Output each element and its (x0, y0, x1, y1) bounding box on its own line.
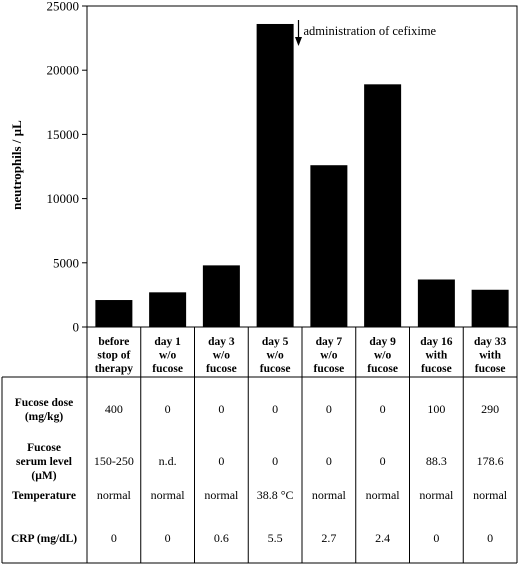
y-tick-label: 10000 (47, 191, 80, 206)
category-label: day 1 w/o fucose (152, 336, 183, 375)
table-cell: 100 (427, 402, 445, 416)
bar (310, 165, 348, 327)
row-header: Temperature (12, 490, 76, 502)
table-cell: 38.8 °C (257, 488, 294, 502)
annotation-arrow-head (295, 37, 302, 46)
row-header: Fucose dose (mg/kg) (15, 397, 73, 423)
table-cell: 0 (165, 531, 171, 545)
table-cell: 0 (111, 531, 117, 545)
table-cell: 0 (218, 402, 224, 416)
table-cell: 400 (105, 402, 123, 416)
row-header: CRP (mg/dL) (11, 533, 77, 545)
y-axis: 0 5000 10000 15000 20000 25000 (47, 0, 87, 335)
table-cell: normal (312, 488, 347, 502)
y-tick-label: 20000 (47, 63, 80, 78)
bar (364, 84, 402, 327)
row-header: Fucose serum level (µM) (16, 442, 72, 482)
bar (149, 292, 187, 327)
bar (202, 265, 240, 327)
y-axis-label: neutrophils / µL (9, 120, 24, 210)
table-cell: 2.7 (321, 531, 336, 545)
table-cell: 88.3 (426, 454, 447, 468)
table-cell: normal (366, 488, 401, 502)
bar (471, 289, 509, 327)
y-tick-label: 15000 (47, 127, 80, 142)
annotation-text: administration of cefixime (304, 24, 437, 38)
table-cell: 0 (326, 402, 332, 416)
table-cell: normal (97, 488, 132, 502)
table-cell: 5.5 (268, 531, 283, 545)
table-cell: 0 (326, 454, 332, 468)
table-cell: 0 (380, 454, 386, 468)
table-cell: normal (151, 488, 186, 502)
category-label: day 7 w/o fucose (314, 336, 345, 375)
bar (95, 300, 133, 327)
table-cell: 0.6 (214, 531, 229, 545)
bar (417, 279, 455, 327)
table-cell: 2.4 (375, 531, 390, 545)
data-table: Fucose dose (mg/kg) 400 0 0 0 0 0 100 290 Fucose se… (1, 327, 518, 564)
category-label: day 5 w/o fucose (260, 336, 291, 375)
y-tick-label: 5000 (53, 255, 79, 270)
table-cell: 0 (487, 531, 493, 545)
plot-border (86, 5, 518, 328)
y-tick-label: 25000 (47, 0, 80, 14)
table-cell: normal (204, 488, 239, 502)
table-cell: 0 (380, 402, 386, 416)
table-cell: 290 (481, 402, 499, 416)
table-cell: 0 (272, 454, 278, 468)
category-label: day 3 w/o fucose (206, 336, 237, 375)
table-cell: 0 (165, 402, 171, 416)
category-label: day 16 with fucose (420, 336, 453, 375)
plot-frame (86, 5, 518, 328)
table-cell: n.d. (159, 454, 177, 468)
y-tick-label: 0 (73, 320, 80, 335)
category-label: day 33 with fucose (474, 336, 507, 375)
annotation: administration of cefixime (295, 20, 437, 46)
table-cell: normal (419, 488, 454, 502)
bars (95, 23, 509, 327)
bar (256, 23, 294, 327)
table-cell: normal (473, 488, 508, 502)
category-label: day 9 w/o fucose (367, 336, 398, 375)
table-cell: 178.6 (477, 454, 504, 468)
table-cell: 150-250 (94, 454, 134, 468)
table-cell: 0 (272, 402, 278, 416)
category-label: before stop of therapy (95, 336, 134, 375)
table-cell: 0 (218, 454, 224, 468)
table-cell: 0 (433, 531, 439, 545)
